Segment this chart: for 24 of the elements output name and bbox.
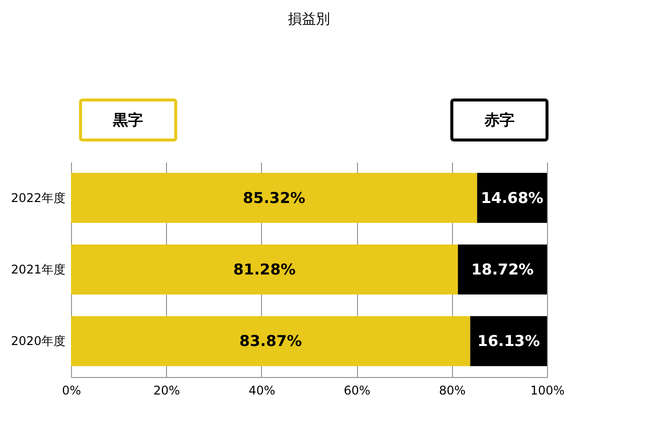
y-tick-label: 2022年度 <box>10 190 66 205</box>
x-tick-label: 20% <box>153 384 180 398</box>
data-label: 83.87% <box>239 332 302 350</box>
x-tick-label: 60% <box>344 384 370 398</box>
x-tick-label: 100% <box>530 384 565 398</box>
bar <box>470 316 547 366</box>
text: 黒字 <box>112 111 144 129</box>
data-label: 14.68% <box>480 188 544 207</box>
x-tick-label: 80% <box>438 384 466 398</box>
data-label: 85.32% <box>242 188 306 207</box>
bar <box>71 172 478 223</box>
data-label: 81.28% <box>233 260 296 278</box>
data-label: 18.72% <box>471 260 534 278</box>
chart-title: 損益別 <box>288 12 330 28</box>
y-tick-label: 2021年度 <box>10 262 66 276</box>
bar <box>477 172 547 223</box>
data-label: 16.13% <box>477 332 540 350</box>
bar <box>71 316 470 366</box>
text: 赤字 <box>483 111 514 129</box>
x-tick-label: 40% <box>248 384 276 398</box>
bar <box>71 244 458 294</box>
bar <box>458 244 547 294</box>
y-tick-label: 2020年度 <box>10 334 66 348</box>
x-tick-label: 0% <box>62 384 82 398</box>
